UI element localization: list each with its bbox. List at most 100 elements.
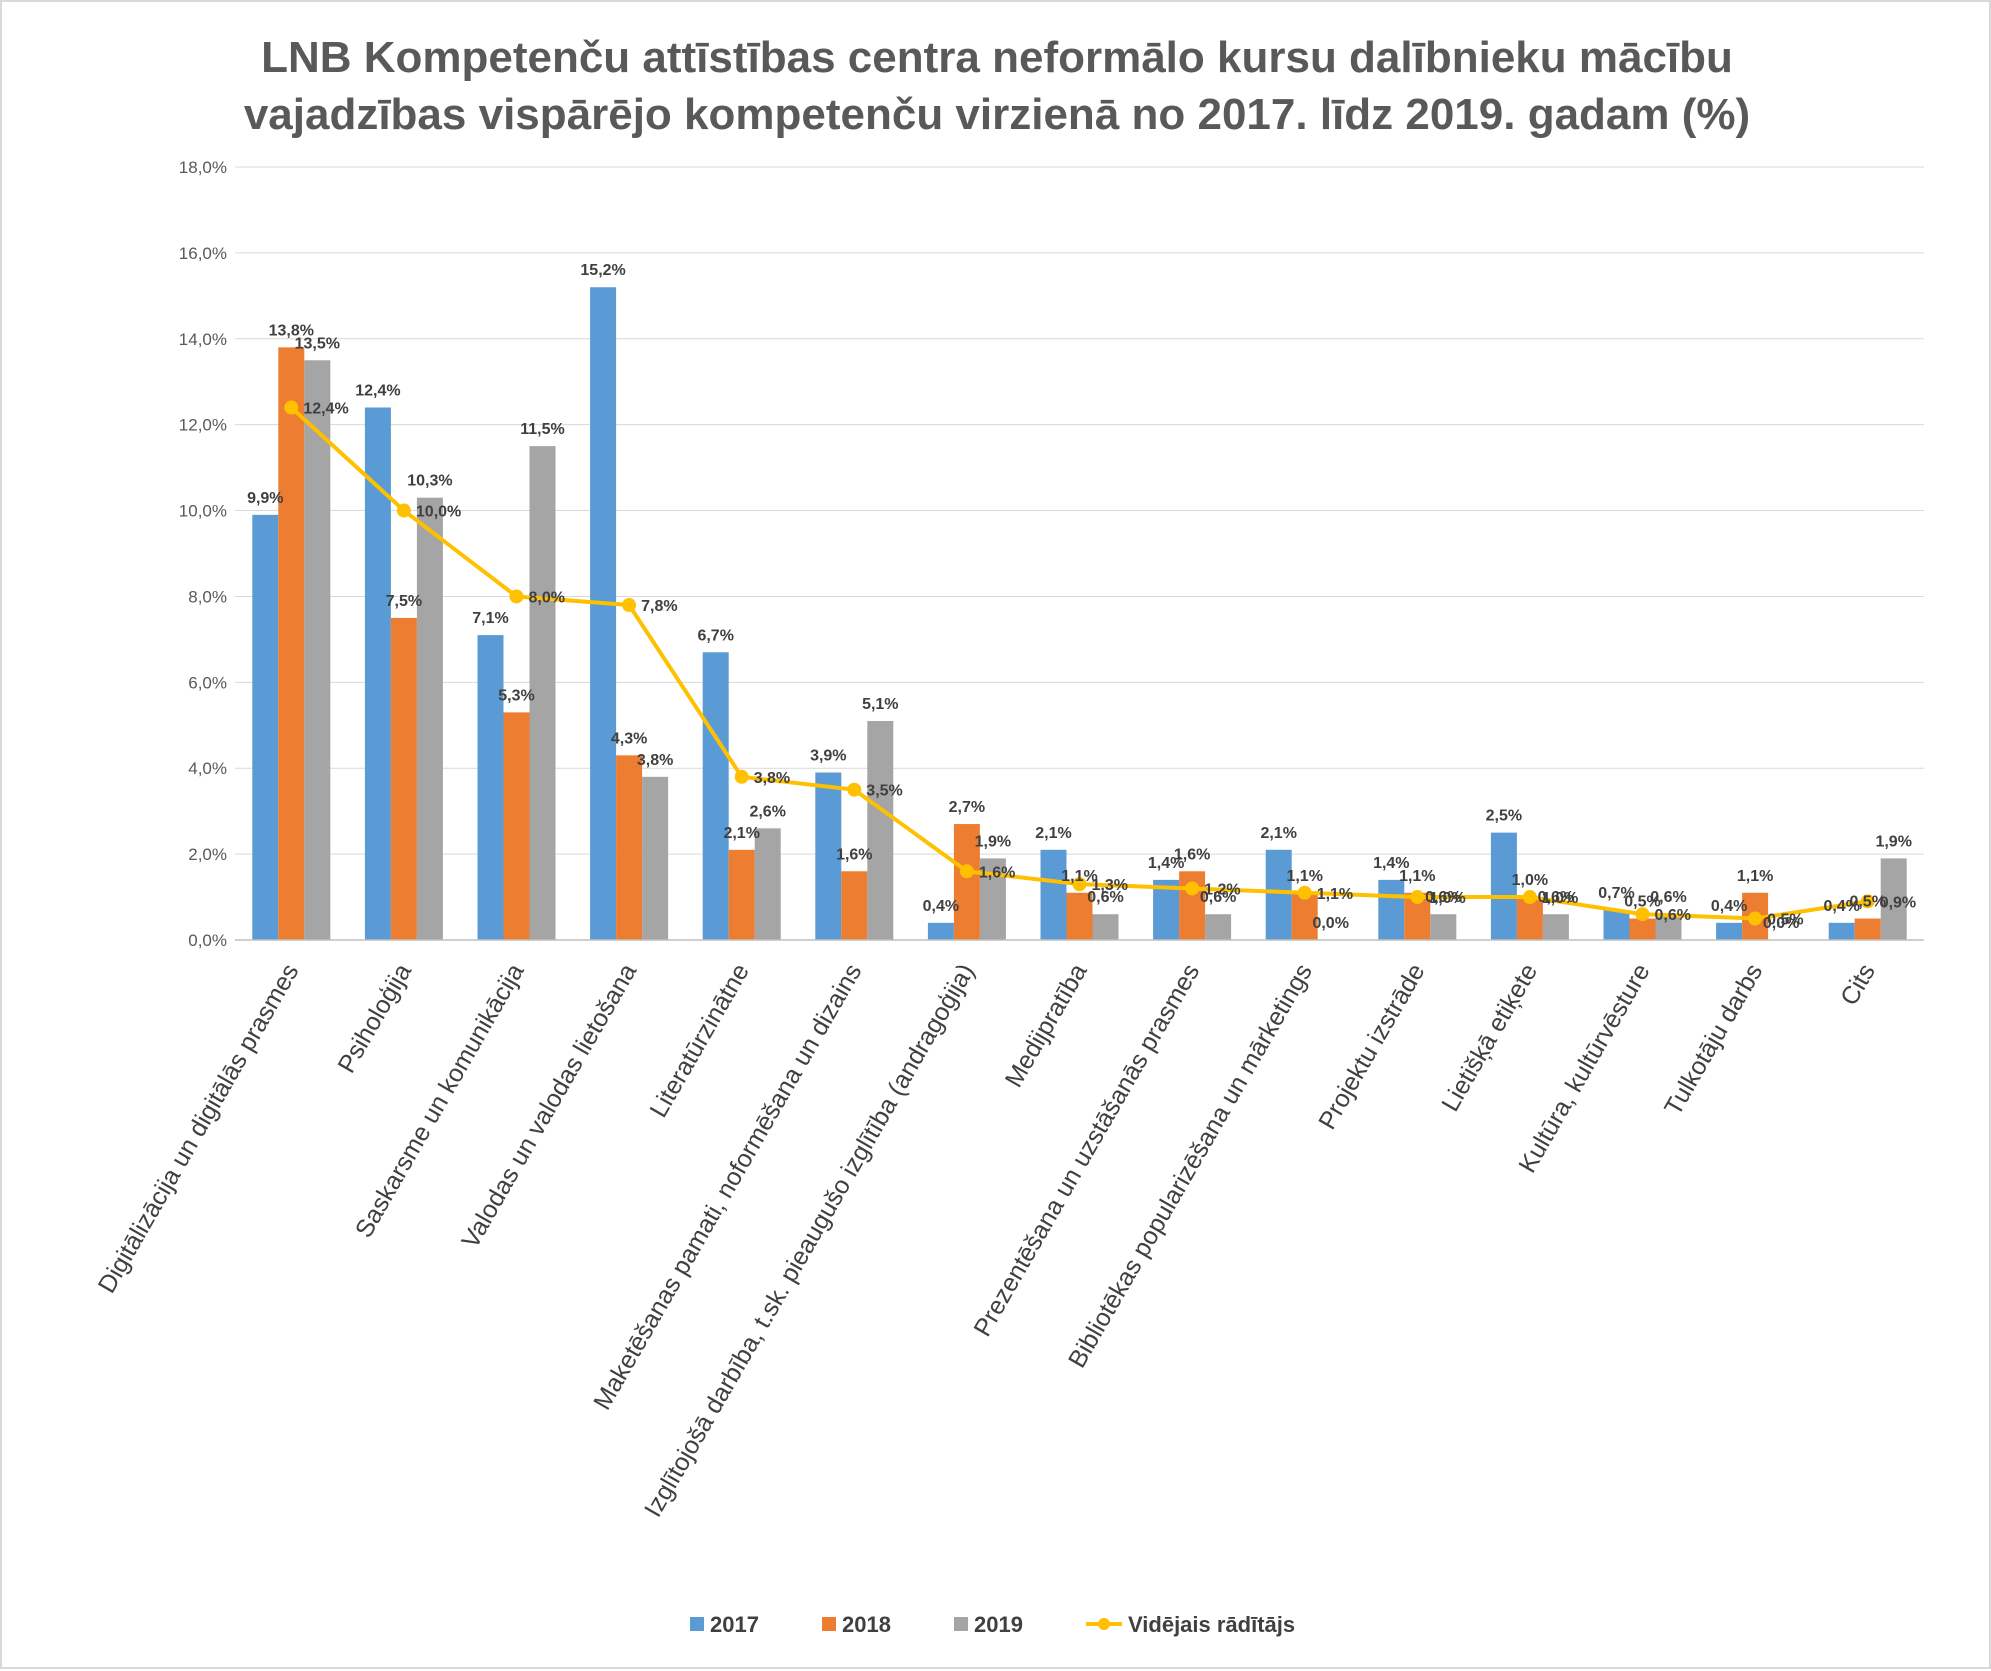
- category-label-0: Digitālizācija un digitālās prasmes: [93, 959, 305, 1298]
- data-label-2017-9: 2,1%: [1260, 825, 1296, 842]
- legend-label-1: 2018: [842, 1612, 891, 1637]
- y-tick-label: 4,0%: [188, 759, 227, 778]
- bar-2018-5: [841, 871, 868, 940]
- average-marker-6: [959, 864, 974, 879]
- legend-label-3: Vidējais rādītājs: [1128, 1612, 1295, 1637]
- bar-2018-2: [503, 712, 530, 940]
- chart-title-line-2: vajadzības vispārējo kompetenču virzienā…: [244, 90, 1750, 139]
- average-label-9: 1,1%: [1317, 886, 1353, 903]
- average-label-1: 10,0%: [416, 504, 461, 521]
- data-label-2019-3: 3,8%: [637, 752, 673, 769]
- bar-2018-4: [728, 849, 755, 940]
- data-label-2017-6: 0,4%: [923, 898, 959, 915]
- category-label-8: Prezentēšana un uzstāšanās prasmes: [968, 959, 1205, 1341]
- data-label-2017-7: 2,1%: [1035, 825, 1071, 842]
- category-label-7: Medijpratība: [1000, 959, 1093, 1092]
- data-labels: 9,9% 12,4% 7,1% 15,2% 6,7% 3,9% 0,4% 2,1% 1,4% 2,…: [247, 262, 1916, 932]
- data-label-2018-3: 4,3%: [611, 730, 647, 747]
- legend-label-0: 2017: [710, 1612, 759, 1637]
- bar-2018-6: [953, 824, 980, 940]
- category-label-13: Tulkotāju darbs: [1659, 959, 1768, 1120]
- category-label-11: Lietišķā etiķete: [1436, 959, 1543, 1116]
- data-label-2019-1: 10,3%: [407, 473, 452, 490]
- data-label-2019-4: 2,6%: [749, 803, 785, 820]
- data-label-2018-7: 1,1%: [1061, 868, 1097, 885]
- bar-2019-8: [1205, 914, 1232, 940]
- y-tick-label: 2,0%: [188, 845, 227, 864]
- average-marker-7: [1072, 877, 1087, 892]
- bar-2018-12: [1629, 918, 1656, 940]
- category-label-4: Literatūrzinātne: [644, 959, 754, 1122]
- bar-2017-11: [1490, 832, 1517, 940]
- data-label-2018-10: 1,1%: [1399, 868, 1435, 885]
- legend-swatch-2017: [690, 1617, 704, 1631]
- average-marker-0: [284, 400, 299, 415]
- data-label-2019-2: 11,5%: [520, 421, 564, 438]
- data-label-2017-4: 6,7%: [697, 627, 733, 644]
- category-label-1: Psiholoģija: [332, 959, 417, 1078]
- average-marker-8: [1185, 881, 1200, 896]
- bar-2017-8: [1153, 879, 1180, 940]
- bar-2017-5: [815, 772, 842, 940]
- average-marker-3: [622, 598, 637, 613]
- legend: 2017 2018 2019 Vidējais rādītājs: [690, 1612, 1295, 1637]
- average-marker-14: [1860, 894, 1875, 909]
- bar-2017-10: [1378, 879, 1405, 940]
- average-label-4: 3,8%: [754, 770, 790, 787]
- data-label-2017-14: 0,4%: [1823, 898, 1859, 915]
- average-label-10: 1,0%: [1429, 890, 1465, 907]
- y-axis-ticks: 0,0% 2,0% 4,0% 6,0% 8,0% 10,0% 12,0% 14,0% 16,0%…: [179, 158, 227, 950]
- bar-2017-12: [1603, 909, 1630, 940]
- data-label-2018-12: 0,5%: [1624, 894, 1660, 911]
- category-label-14: Cits: [1835, 959, 1881, 1010]
- data-label-2018-8: 1,6%: [1174, 846, 1210, 863]
- data-label-2019-10: 0,6%: [1425, 889, 1461, 906]
- average-label-8: 1,2%: [1204, 881, 1240, 898]
- bar-2019-5: [867, 720, 894, 940]
- average-label-11: 1,0%: [1542, 890, 1578, 907]
- data-label-2019-8: 0,6%: [1200, 889, 1236, 906]
- bar-2017-7: [1040, 849, 1067, 940]
- data-label-2019-6: 1,9%: [975, 833, 1011, 850]
- data-label-2019-7: 0,6%: [1087, 889, 1123, 906]
- data-label-2017-11: 2,5%: [1486, 808, 1522, 825]
- average-marker-9: [1297, 885, 1312, 900]
- bar-2018-7: [1066, 892, 1093, 940]
- data-label-2018-9: 1,1%: [1286, 868, 1322, 885]
- y-tick-label: 8,0%: [188, 587, 227, 606]
- average-label-13: 0,5%: [1767, 912, 1803, 929]
- average-marker-1: [396, 503, 411, 518]
- category-label-10: Projektu izstrāde: [1313, 959, 1430, 1134]
- bar-2018-0: [278, 347, 305, 940]
- data-label-2018-14: 0,5%: [1849, 894, 1885, 911]
- data-label-2018-4: 2,1%: [723, 825, 759, 842]
- average-marker-13: [1748, 911, 1763, 926]
- data-label-2017-0: 9,9%: [247, 490, 283, 507]
- average-marker-4: [734, 769, 749, 784]
- bar-2018-11: [1516, 897, 1543, 940]
- bar-2019-0: [304, 360, 331, 940]
- average-marker-2: [509, 589, 524, 604]
- average-label-6: 1,6%: [979, 864, 1015, 881]
- bar-2019-14: [1880, 858, 1907, 940]
- bar-2017-14: [1828, 922, 1855, 940]
- bar-2019-12: [1655, 914, 1682, 940]
- average-label-14: 0,9%: [1880, 894, 1916, 911]
- legend-line-marker: [1098, 1618, 1110, 1630]
- y-tick-label: 12,0%: [179, 416, 227, 435]
- data-label-2017-5: 3,9%: [810, 748, 846, 765]
- bars: [252, 287, 1907, 940]
- data-label-2019-5: 5,1%: [862, 696, 898, 713]
- data-label-2019-9: 0,0%: [1312, 915, 1348, 932]
- category-labels: Digitālizācija un digitālās prasmes Psiho…: [93, 959, 1881, 1522]
- data-label-2018-1: 7,5%: [386, 593, 422, 610]
- data-label-2018-11: 1,0%: [1512, 872, 1548, 889]
- bar-2018-9: [1291, 892, 1318, 940]
- legend-swatch-2018: [822, 1617, 836, 1631]
- data-label-2018-2: 5,3%: [498, 687, 534, 704]
- average-label-0: 12,4%: [303, 400, 348, 417]
- y-tick-label: 6,0%: [188, 673, 227, 692]
- average-marker-5: [847, 782, 862, 797]
- data-label-2017-12: 0,7%: [1598, 885, 1634, 902]
